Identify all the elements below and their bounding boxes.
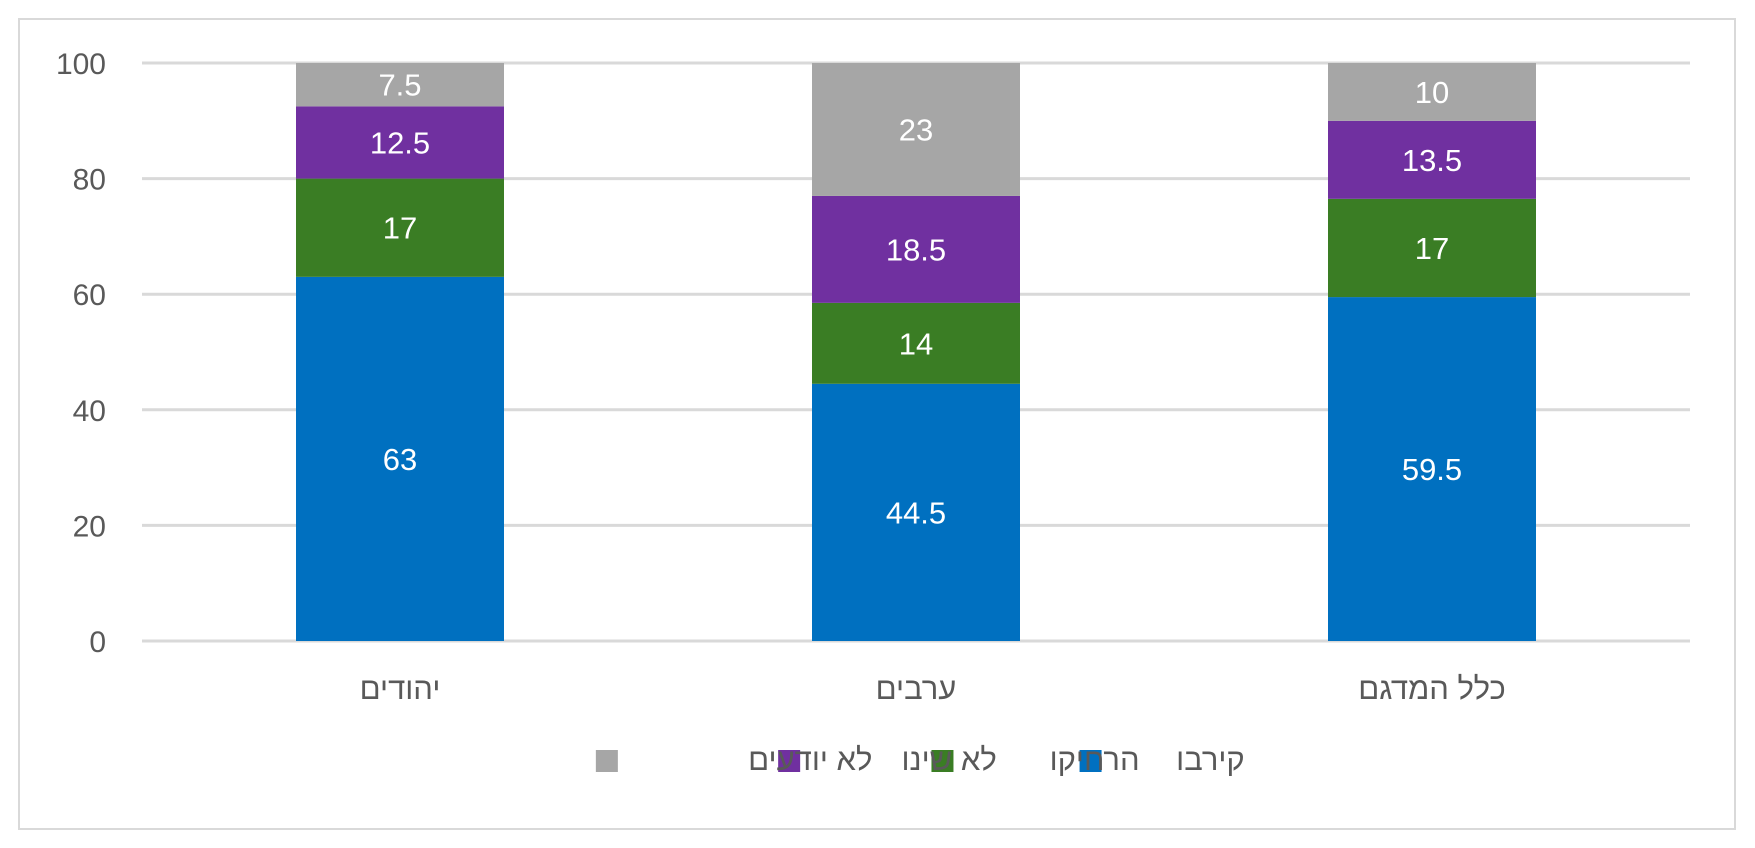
category-label: ערבים [876,671,957,706]
legend-label: לא יודעים [748,742,872,777]
bar-segment [1328,63,1536,121]
data-label: 13.5 [1402,143,1462,178]
data-label: 10 [1415,75,1449,110]
bar-segment [296,276,504,641]
bar-segment [296,63,504,107]
data-label: 63 [383,442,417,477]
category-label: יהודים [360,671,441,706]
data-label: 44.5 [886,495,946,530]
legend-swatch [931,750,954,772]
y-tick-label: 20 [73,510,106,543]
category-label: כלל המדגם [1358,671,1506,706]
legend-swatch [778,750,801,772]
data-label: 14 [899,326,933,361]
bars [296,63,1536,641]
data-label: 12.5 [370,125,430,160]
legend-swatch [1079,750,1102,772]
bar-segment [1328,297,1536,641]
data-label: 7.5 [378,68,421,103]
data-label: 17 [1415,231,1449,266]
y-tick-label: 80 [73,164,106,197]
y-tick-label: 0 [89,626,106,659]
bar-segment [812,383,1020,641]
data-label: 23 [899,112,933,147]
data-label: 18.5 [886,232,946,267]
legend-label: לא שינו [901,742,996,777]
y-axis-ticks: 0 20 40 60 80 100 [56,48,106,659]
bar-segment [1328,198,1536,298]
data-label: 59.5 [1402,452,1462,487]
legend-swatch [595,750,618,772]
bar-segment [296,178,504,277]
y-tick-label: 40 [73,395,106,428]
bar-segment [812,302,1020,384]
y-tick-label: 60 [73,279,106,312]
legend-label: הרחיקו [1050,742,1140,777]
legend-label: קירבו [1176,742,1245,777]
bar-segment [1328,120,1536,199]
bar-segment [812,195,1020,303]
bar-segment [812,63,1020,196]
x-axis-categories: יהודים ערבים כלל המדגם [360,671,1506,706]
legend: קירבו הרחיקו לא שינו לא יודעים [595,742,1245,777]
y-tick-label: 100 [56,48,106,81]
bar-segment [296,106,504,179]
data-labels: 63 17 12.5 7.5 44.5 14 18.5 23 59.5 17 13.5 10 [370,68,1462,531]
data-label: 17 [383,211,417,246]
